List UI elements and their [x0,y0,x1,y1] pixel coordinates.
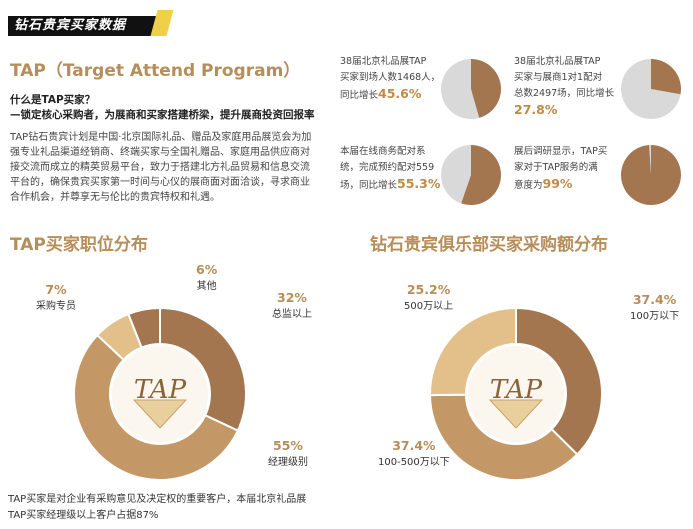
label-text: 总监以上 [272,309,312,320]
tap-question: 什么是TAP买家？ [10,94,96,106]
tap-logo-text: TAP [490,375,543,405]
pie-slice-value [471,59,501,118]
stat-percent: 99% [542,176,573,191]
stat-line: 意度为 [514,180,543,191]
section-banner: 钻石贵宾买家数据 [8,6,174,40]
stat-line: 本届在线商务配对系 [340,146,426,157]
stat-attendance: 38届北京礼品展TAP 买家到场人数1468人， 同比增长45.6% [340,54,440,104]
purchase-donut-chart: TAP [428,306,603,481]
label-value: 37.4% [392,438,436,453]
label-value: 6% [196,262,218,277]
footer-line: TAP买家是对企业有采购意见及决定权的重要客户，本届北京礼品展 [8,494,307,505]
stat-line: 同比增长 [340,90,379,101]
desc-line: 接交流而成立的精英贸易平台，致力于搭建北方礼品贸易和信息交流 [10,162,310,173]
label-other: 6% 其他 [196,262,217,292]
label-value: 7% [45,282,67,297]
footer-line: TAP买家经理级以上客户占据87% [8,510,159,521]
footer-note: TAP买家是对企业有采购意见及决定权的重要客户，本届北京礼品展 TAP买家经理级… [8,492,306,524]
chart2-title: 钻石贵宾俱乐部买家采购额分布 [370,235,608,255]
label-text: 经理级别 [268,457,308,468]
pie-slice-remainder [441,59,480,119]
donut-slice-2 [73,333,240,481]
label-text: 100万以下 [630,311,680,322]
donut-slice-1 [515,306,603,456]
label-text: 500万以上 [404,301,454,312]
label-over-5m: 25.2% 500万以上 [404,282,453,312]
banner-title: 钻石贵宾买家数据 [8,16,164,36]
stat-line: 38届北京礼品展TAP [514,56,601,67]
pie-slice-value [651,59,681,95]
label-text: 其他 [196,281,217,292]
stat-matching: 38届北京礼品展TAP 买家与展商1对1配对 总数2497场，同比增长 27.8… [514,54,614,118]
label-director: 32% 总监以上 [272,290,312,320]
label-manager: 55% 经理级别 [268,438,308,468]
donut-slice-1 [159,306,247,432]
label-text: 采购专员 [36,301,76,312]
stat-line: 家对于TAP服务的满 [514,162,598,173]
chart1-title: TAP买家职位分布 [10,235,148,255]
pie-slice-value [621,145,681,205]
label-under-1m: 37.4% 100万以下 [630,292,679,322]
stat-line: 场，同比增长 [340,180,398,191]
label-1m-5m: 37.4% 100-500万以下 [378,438,450,468]
tap-logo-text: TAP [134,375,187,405]
label-value: 55% [273,438,303,453]
diamond-icon [132,399,188,429]
label-value: 25.2% [406,282,451,297]
stat-percent: 45.6% [378,86,422,101]
tap-answer: —锁定核心采购者，为展商和买家搭建桥梁，提升展商投资回报率 [10,109,315,121]
desc-line: 平台的，确保贵宾买家第一时间与心仪的展商面对面洽谈，寻求商业 [10,177,310,188]
stat-satisfaction: 展后调研显示，TAP买 家对于TAP服务的满 意度为99% [514,144,607,194]
label-purchaser: 7% 采购专员 [36,282,76,312]
desc-line: TAP钻石贵宾计划是中国·北京国际礼品、赠品及家庭用品展览会为加 [10,132,312,143]
label-value: 37.4% [632,292,677,307]
stat-percent: 55.3% [397,176,441,191]
stat-line: 统，完成预约配对559 [340,162,435,173]
stat-percent: 27.8% [514,102,558,117]
pie-slice-remainder [441,145,471,204]
donut-slice-3 [429,306,517,397]
tap-heading: TAP（Target Attend Program） [10,61,301,81]
stat-attendance-pie [441,59,501,119]
donut-center [468,346,564,442]
stat-satisfaction-pie [621,145,681,205]
label-text: 100-500万以下 [378,457,450,468]
desc-line: 强专业礼品渠道经销商、终端买家与全国礼赠品、家庭用品供应商对 [10,147,310,158]
stat-online-matching-pie [441,145,501,205]
pie-slice-remainder [649,145,651,175]
donut-slice-2 [428,393,579,481]
pie-slice-value [461,145,501,205]
donut-slice-4 [127,306,161,349]
stat-line: 38届北京礼品展TAP [340,56,427,67]
stat-matching-pie [621,59,681,119]
banner-accent [150,10,174,36]
tap-description: TAP钻石贵宾计划是中国·北京国际礼品、赠品及家庭用品展览会为加 强专业礼品渠道… [10,130,332,205]
diamond-icon [488,399,544,429]
stat-line: 买家到场人数1468人， [340,72,441,83]
label-value: 32% [277,290,307,305]
desc-line: 合作机会，并尊享无与伦比的贵宾特权和礼遇。 [10,192,220,203]
stat-line: 展后调研显示，TAP买 [514,146,608,157]
position-donut-chart: TAP [73,306,247,481]
stat-online-matching: 本届在线商务配对系 统，完成预约配对559 场，同比增长55.3% [340,144,440,194]
stat-line: 总数2497场，同比增长 [514,88,615,99]
stat-line: 买家与展商1对1配对 [514,72,603,83]
donut-center [112,346,208,442]
pie-slice-remainder [621,59,681,119]
